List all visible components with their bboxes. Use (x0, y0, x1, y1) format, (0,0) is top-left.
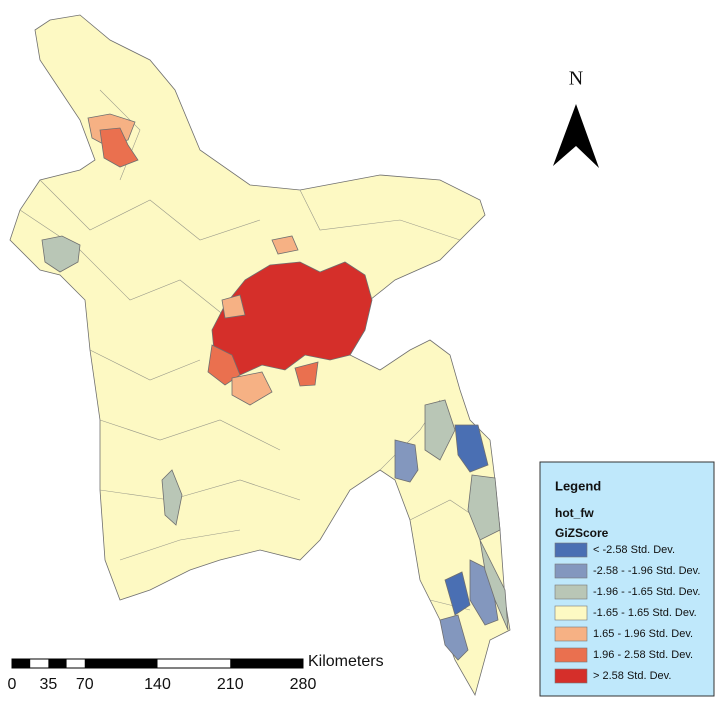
legend-swatch (554, 605, 588, 621)
scale-bar-segment (230, 659, 303, 668)
coldspot-strong (444, 571, 471, 616)
legend-label: 1.96 - 2.58 Std. Dev. (593, 649, 693, 661)
legend-label: > 2.58 Std. Dev. (593, 670, 671, 682)
legend-swatch (554, 584, 588, 600)
country-map (9, 14, 511, 697)
coldspot-weak (161, 469, 183, 526)
hotspot-low (221, 294, 246, 319)
legend-swatch (554, 668, 588, 684)
scale-bar-segment (84, 659, 158, 668)
coldspot-weak (424, 399, 456, 461)
legend-label: -2.58 - -1.96 Std. Dev. (593, 565, 700, 577)
scale-bar-segment (12, 659, 31, 668)
hotspot-medium (99, 127, 139, 168)
legend-label: -1.65 - 1.65 Std. Dev. (593, 607, 697, 619)
coldspot-weak (479, 539, 509, 631)
scale-bar: Kilometers 0 35 70 140 210 280 (8, 653, 384, 693)
coldspot-medium (439, 614, 469, 661)
scale-bar-segment (48, 659, 67, 668)
hotspot-low (271, 235, 299, 255)
north-arrow-icon (553, 104, 599, 168)
north-arrow: N (553, 68, 599, 168)
coldspot-medium (394, 439, 419, 483)
legend-label: 1.65 - 1.96 Std. Dev. (593, 628, 693, 640)
legend-swatch (554, 647, 588, 663)
coldspot-strong (454, 424, 489, 473)
legend-label: < -2.58 Std. Dev. (593, 544, 675, 556)
scale-tick-label: 140 (144, 676, 171, 693)
scale-tick-label: 35 (39, 676, 57, 693)
legend-swatch (554, 542, 588, 558)
scale-tick-label: 0 (8, 676, 17, 693)
north-label: N (569, 68, 583, 90)
coldspot-weak (41, 235, 81, 273)
scale-unit: Kilometers (308, 653, 384, 670)
legend-title: Legend (555, 478, 601, 493)
legend-field: GiZScore (555, 526, 609, 540)
scale-tick-label: 210 (217, 676, 244, 693)
coldspot-weak (467, 474, 501, 541)
legend-swatch (554, 626, 588, 642)
hotspot-medium (294, 361, 319, 387)
scale-tick-label: 70 (76, 676, 94, 693)
legend: Legend hot_fw GiZScore < -2.58 Std. Dev.… (539, 461, 715, 697)
legend-swatch (554, 563, 588, 579)
district-boundaries (19, 89, 481, 611)
legend-layer: hot_fw (555, 506, 594, 520)
hotspot-low (231, 371, 273, 406)
legend-label: -1.96 - -1.65 Std. Dev. (593, 586, 700, 598)
scale-tick-label: 280 (290, 676, 317, 693)
